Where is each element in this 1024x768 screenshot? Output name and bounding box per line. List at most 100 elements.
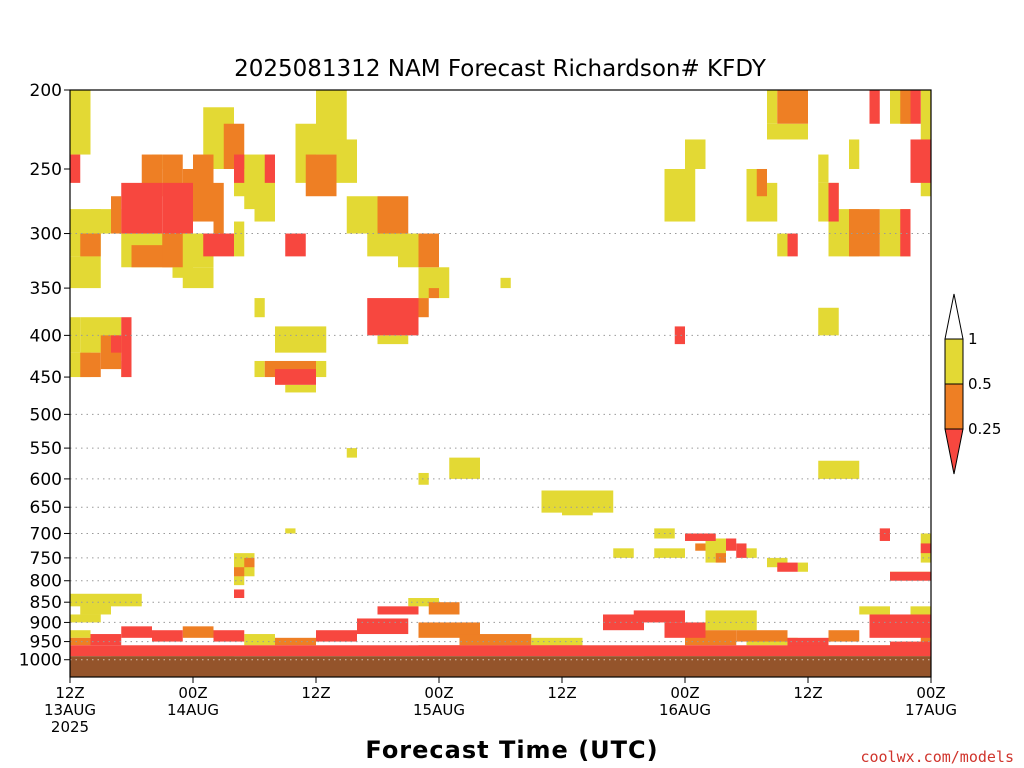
ytick-label-300: 300 [30,225,62,245]
cell-level-2 [70,637,91,646]
cell-level-2 [80,233,101,257]
gridlines [70,233,931,661]
legend-label-0.5: 0.5 [968,375,992,393]
cell-level-3 [890,571,931,581]
cell-level-1 [705,610,757,631]
legend-label-1: 1 [968,330,978,348]
cell-level-3 [869,90,880,124]
cells-layer [70,90,931,677]
cell-level-3 [787,637,829,649]
cell-level-1 [285,384,316,393]
xtick-label-00z: 00Z [178,684,207,702]
cell-level-3 [828,182,839,222]
cell-level-3 [70,154,81,183]
cell-level-3 [111,335,122,353]
xtick-label-00z: 00Z [670,684,699,702]
cell-level-1 [767,90,778,124]
cell-level-1 [767,557,788,568]
cell-level-1 [531,637,583,646]
cell-level-2 [162,233,183,268]
cell-level-2 [849,209,880,257]
cell-level-2 [695,543,706,551]
cell-level-1 [705,538,726,551]
ytick-label-200: 200 [30,81,62,101]
cell-level-2 [305,154,337,197]
xtick-label-16aug: 16AUG [659,701,711,719]
cell-level-1 [418,472,429,485]
cell-level-3 [90,634,122,646]
cell-level-1 [70,90,91,155]
ytick-label-450: 450 [30,368,62,388]
cell-level-1 [285,528,296,534]
cell-level-3 [777,562,798,572]
cell-level-3 [910,90,921,124]
cell-level-3 [203,233,234,257]
xtick-label-00z: 00Z [916,684,945,702]
cell-level-1 [818,307,839,336]
xtick-label-12z: 12Z [547,684,576,702]
legend-arrow-bottom [944,428,964,475]
cell-level-1 [336,139,357,183]
cell-level-2 [377,196,409,234]
cell-level-2 [459,634,532,646]
cell-level-3 [920,543,931,554]
cell-level-2 [428,602,460,615]
cell-level-1 [70,256,101,289]
cell-level-1 [234,221,245,257]
cell-level-1 [613,548,634,558]
cell-level-3 [121,182,163,234]
cell-level-3 [890,641,931,649]
cell-level-1 [654,548,685,558]
cell-level-3 [633,610,685,623]
cell-level-2 [80,352,101,378]
cell-level-1 [244,182,255,210]
cell-level-2 [182,626,214,638]
cell-level-3 [357,618,409,635]
cell-level-2 [234,567,245,577]
cell-level-1 [70,630,91,638]
cell-level-2 [900,90,911,124]
cell-level-1 [920,90,931,155]
cell-level-2 [715,553,726,563]
cell-level-1 [685,139,706,169]
cell-level-2 [428,288,439,299]
colorbar-legend: 1 0.5 0.25 [944,293,1001,475]
cell-level-1 [182,267,214,289]
cell-level-3 [787,233,798,257]
surface-band [70,656,931,677]
xtick-label-12z: 12Z [55,684,84,702]
cell-level-1 [377,335,409,345]
cell-level-1 [849,139,860,169]
cell-level-2 [213,182,224,234]
cell-level-1 [562,507,593,516]
cell-level-1 [541,490,614,513]
ytick-label-250: 250 [30,160,62,180]
cell-level-3 [316,630,357,642]
legend-arrow-top [944,293,964,340]
cell-level-1 [767,182,778,222]
ytick-label-350: 350 [30,279,62,299]
credit-text: coolwx.com/models [860,748,1014,766]
ytick-label-950: 950 [30,633,62,653]
xtick-label-12z: 12Z [301,684,330,702]
ytick-label-400: 400 [30,326,62,346]
xtick-label-12z: 12Z [793,684,822,702]
cell-level-1 [234,576,245,586]
ytick-label-800: 800 [30,572,62,592]
cell-level-1 [408,598,439,607]
legend-swatch-orange [944,383,964,430]
cell-level-3 [377,606,419,615]
cell-level-2 [244,557,255,568]
cell-level-1 [244,634,275,646]
xtick-label-14aug: 14AUG [167,701,219,719]
cell-level-1 [859,606,890,615]
cell-level-2 [920,634,931,646]
xtick-label-15aug: 15AUG [413,701,465,719]
cell-level-3 [70,645,931,657]
cell-level-2 [418,622,480,638]
ytick-label-900: 900 [30,613,62,633]
cell-level-3 [264,154,275,183]
xtick-label-17aug: 17AUG [905,701,957,719]
ytick-label-500: 500 [30,405,62,425]
